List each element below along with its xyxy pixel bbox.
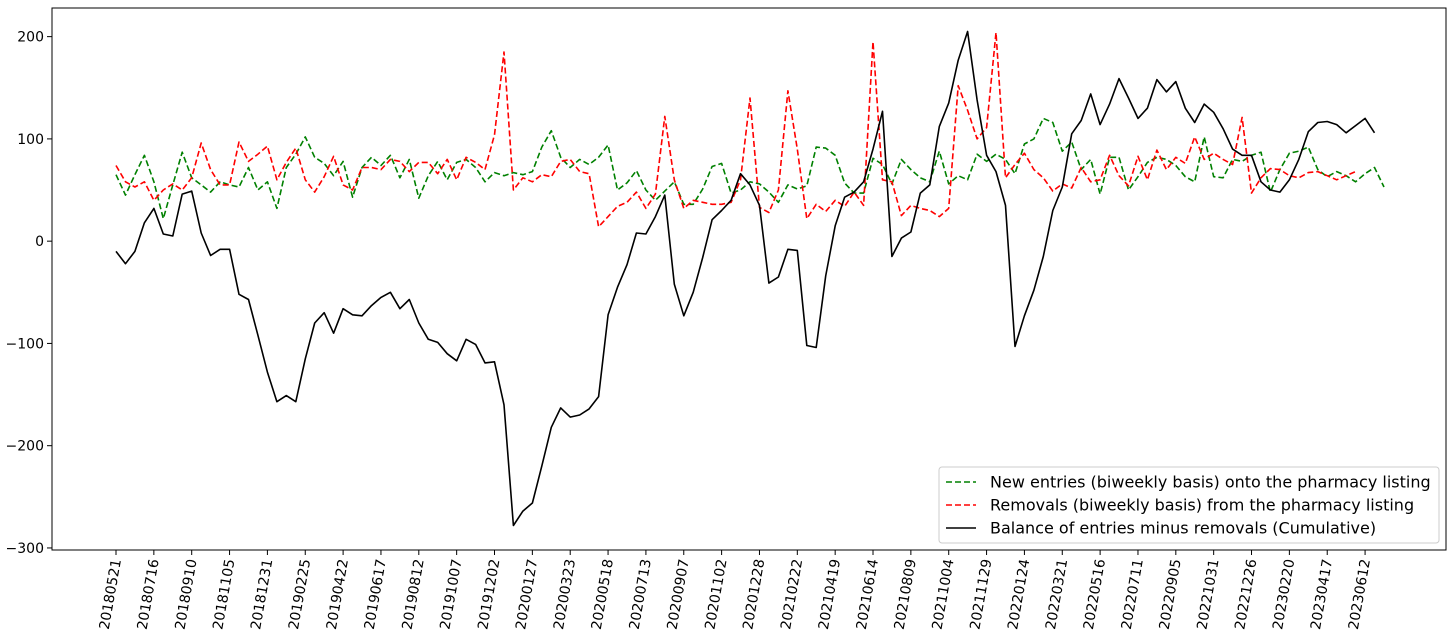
x-tick-label: 20220321	[1043, 558, 1071, 631]
series-line-3	[115, 30, 1376, 527]
x-tick-label: 20181105	[210, 558, 238, 631]
x-tick-label: 20221031	[1194, 558, 1222, 631]
x-tick-label: 20230417	[1308, 558, 1336, 631]
x-axis: 20180521 20180716 20180910 20181105 20181231…	[97, 550, 1374, 631]
x-tick-label: 20220711	[1119, 558, 1147, 631]
x-tick-label: 20190812	[400, 558, 428, 631]
y-tick-label: −100	[6, 336, 44, 352]
x-tick-label: 20210419	[816, 558, 844, 631]
x-tick-label: 20210222	[778, 558, 806, 631]
x-tick-label: 20200713	[627, 558, 655, 631]
x-tick-label: 20221226	[1232, 558, 1260, 631]
x-tick-label: 20180910	[173, 558, 201, 631]
x-tick-label: 20180716	[135, 558, 163, 631]
x-tick-label: 20220516	[1081, 558, 1109, 631]
y-tick-label: −200	[6, 439, 44, 455]
x-tick-label: 20201102	[702, 558, 730, 631]
series-line-1	[115, 117, 1385, 220]
legend-label: New entries (biweekly basis) onto the ph…	[990, 473, 1431, 492]
plot-frame	[51, 7, 1447, 551]
y-tick-label: 200	[17, 30, 44, 46]
x-tick-label: 20200323	[551, 558, 579, 631]
y-axis: −300 −200 −100 0 100 200	[6, 30, 52, 557]
legend-box	[938, 466, 1440, 544]
x-tick-label: 20220124	[1005, 558, 1033, 631]
x-tick-label: 20200127	[513, 558, 541, 631]
legend: New entries (biweekly basis) onto the ph…	[938, 466, 1440, 544]
x-tick-label: 20230612	[1346, 558, 1374, 631]
x-tick-label: 20200907	[665, 558, 693, 631]
x-tick-label: 20211004	[930, 558, 958, 631]
x-tick-label: 20210614	[854, 558, 882, 631]
x-tick-label: 20210809	[892, 558, 920, 631]
legend-label: Balance of entries minus removals (Cumul…	[990, 519, 1376, 538]
y-tick-label: 0	[35, 234, 44, 250]
y-tick-label: −300	[6, 541, 44, 557]
x-tick-label: 20190422	[324, 558, 352, 631]
x-tick-label: 20230220	[1270, 558, 1298, 631]
x-tick-label: 20201228	[740, 558, 768, 631]
x-tick-label: 20181231	[248, 558, 276, 631]
x-tick-label: 20190617	[362, 558, 390, 631]
x-tick-label: 20211129	[967, 558, 995, 631]
x-tick-label: 20180521	[97, 558, 125, 631]
x-tick-label: 20220905	[1157, 558, 1185, 631]
x-tick-label: 20200518	[589, 558, 617, 631]
x-tick-label: 20190225	[286, 558, 314, 631]
series-line-2	[115, 31, 1356, 228]
x-tick-label: 20191202	[475, 558, 503, 631]
series-layer	[115, 30, 1385, 527]
legend-label: Removals (biweekly basis) from the pharm…	[990, 496, 1414, 515]
x-tick-label: 20191007	[437, 558, 465, 631]
y-tick-label: 100	[17, 132, 44, 148]
